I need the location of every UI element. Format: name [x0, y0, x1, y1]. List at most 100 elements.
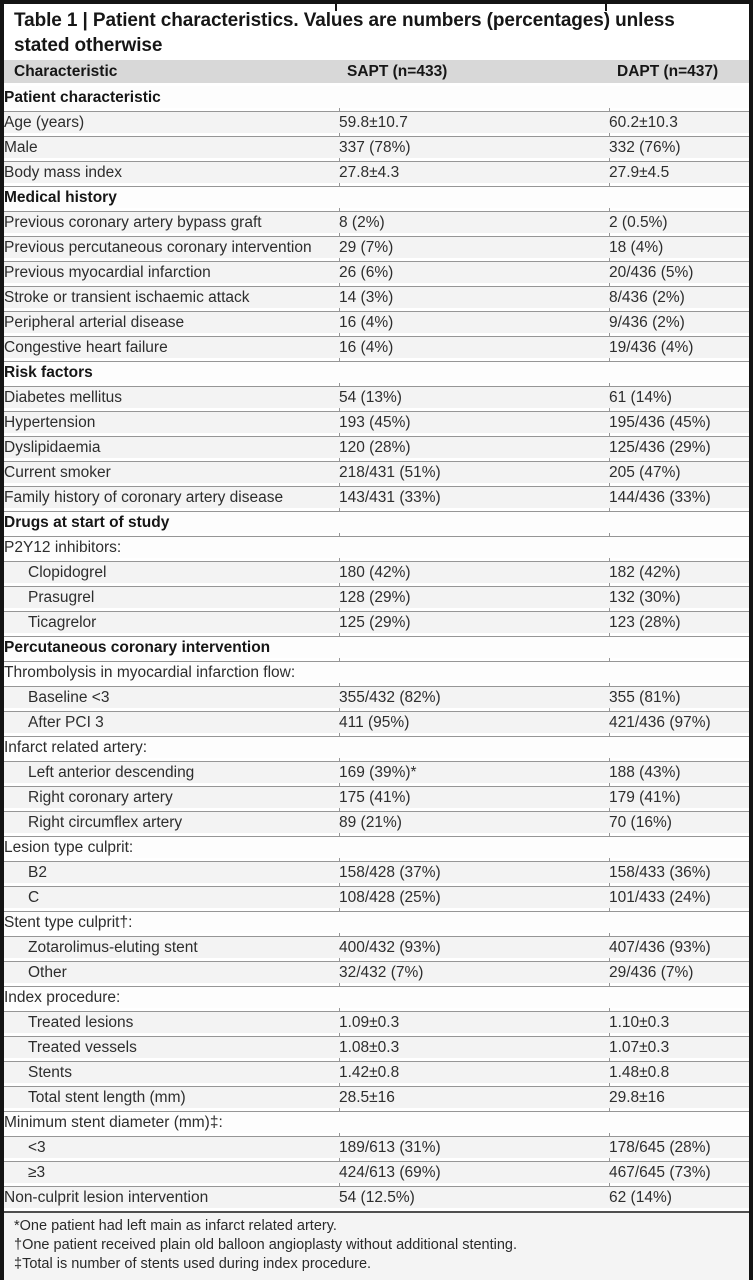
group-label-row: Minimum stent diameter (mm)‡: [4, 1108, 749, 1133]
dapt-value: 123 (28%) [609, 608, 749, 633]
dapt-value: 9/436 (2%) [609, 308, 749, 333]
dapt-value: 29.8±16 [609, 1083, 749, 1108]
column-divider-tick [335, 4, 337, 11]
row-label: Risk factors [4, 361, 339, 383]
group-label-row: Infarct related artery: [4, 733, 749, 758]
row-label: Previous coronary artery bypass graft [4, 211, 339, 233]
dapt-value [609, 358, 749, 383]
row-label: P2Y12 inhibitors: [4, 536, 339, 558]
dapt-value [609, 86, 749, 108]
row-label: Infarct related artery: [4, 736, 339, 758]
table-row: <3 189/613 (31%) 178/645 (28%) [4, 1133, 749, 1158]
sapt-value: 16 (4%) [339, 308, 609, 333]
group-label-row: Lesion type culprit: [4, 833, 749, 858]
table-row: Zotarolimus-eluting stent 400/432 (93%) 40… [4, 933, 749, 958]
sapt-value: 189/613 (31%) [339, 1133, 609, 1158]
dapt-value [609, 183, 749, 208]
column-header-dapt: DAPT (n=437) [617, 62, 719, 80]
dapt-value: 144/436 (33%) [609, 483, 749, 508]
footnote: ‡Total is number of stents used during i… [14, 1256, 372, 1272]
row-label: Clopidogrel [4, 561, 339, 583]
sapt-value: 424/613 (69%) [339, 1158, 609, 1183]
dapt-value: 1.07±0.3 [609, 1033, 749, 1058]
row-label: Total stent length (mm) [4, 1086, 339, 1108]
table-row: Other 32/432 (7%) 29/436 (7%) [4, 958, 749, 983]
table-title: Table 1 | Patient characteristics. Value… [4, 4, 749, 60]
row-label: Stroke or transient ischaemic attack [4, 286, 339, 308]
dapt-value [609, 908, 749, 933]
row-label: Diabetes mellitus [4, 386, 339, 408]
row-label: Thrombolysis in myocardial infarction fl… [4, 661, 339, 683]
column-divider-tick [605, 4, 607, 11]
column-header-row: Characteristic SAPT (n=433) DAPT (n=437) [4, 60, 749, 83]
table-row: Ticagrelor 125 (29%) 123 (28%) [4, 608, 749, 633]
footnote: *One patient had left main as infarct re… [14, 1218, 337, 1234]
row-label: Male [4, 136, 339, 158]
row-label: Baseline <3 [4, 686, 339, 708]
dapt-value: 19/436 (4%) [609, 333, 749, 358]
dapt-value: 18 (4%) [609, 233, 749, 258]
sapt-value [339, 508, 609, 533]
dapt-value [609, 633, 749, 658]
sapt-value: 175 (41%) [339, 783, 609, 808]
dapt-value: 407/436 (93%) [609, 933, 749, 958]
row-label: Stent type culprit†: [4, 911, 339, 933]
footnote: †One patient received plain old balloon … [14, 1237, 518, 1253]
row-label: Left anterior descending [4, 761, 339, 783]
section-header-row: Percutaneous coronary intervention [4, 633, 749, 658]
sapt-value: 8 (2%) [339, 208, 609, 233]
sapt-value: 89 (21%) [339, 808, 609, 833]
table-row: ≥3 424/613 (69%) 467/645 (73%) [4, 1158, 749, 1183]
dapt-value: 179 (41%) [609, 783, 749, 808]
sapt-value: 218/431 (51%) [339, 458, 609, 483]
sapt-value [339, 1108, 609, 1133]
row-label: Ticagrelor [4, 611, 339, 633]
row-label: Previous myocardial infarction [4, 261, 339, 283]
dapt-value: 467/645 (73%) [609, 1158, 749, 1183]
row-label: Age (years) [4, 111, 339, 133]
sapt-value: 158/428 (37%) [339, 858, 609, 883]
table-row: Treated lesions 1.09±0.3 1.10±0.3 [4, 1008, 749, 1033]
dapt-value [609, 508, 749, 533]
dapt-value: 1.10±0.3 [609, 1008, 749, 1033]
row-label: Non-culprit lesion intervention [4, 1186, 339, 1208]
sapt-value: 1.08±0.3 [339, 1033, 609, 1058]
row-label: Previous percutaneous coronary intervent… [4, 236, 339, 258]
dapt-value: 2 (0.5%) [609, 208, 749, 233]
table-row: Non-culprit lesion intervention 54 (12.5%… [4, 1183, 749, 1208]
sapt-value: 128 (29%) [339, 583, 609, 608]
table-row: Congestive heart failure 16 (4%) 19/436 (4… [4, 333, 749, 358]
table-row: Stroke or transient ischaemic attack 14 (… [4, 283, 749, 308]
dapt-value: 125/436 (29%) [609, 433, 749, 458]
sapt-value: 54 (13%) [339, 383, 609, 408]
sapt-value: 180 (42%) [339, 558, 609, 583]
dapt-value: 332 (76%) [609, 133, 749, 158]
dapt-value [609, 733, 749, 758]
table-row: Current smoker 218/431 (51%) 205 (47%) [4, 458, 749, 483]
row-label: After PCI 3 [4, 711, 339, 733]
column-header-characteristic: Characteristic [14, 62, 118, 80]
row-label: Dyslipidaemia [4, 436, 339, 458]
table-row: After PCI 3 411 (95%) 421/436 (97%) [4, 708, 749, 733]
sapt-value: 125 (29%) [339, 608, 609, 633]
sapt-value [339, 733, 609, 758]
dapt-value: 421/436 (97%) [609, 708, 749, 733]
dapt-value [609, 833, 749, 858]
dapt-value: 70 (16%) [609, 808, 749, 833]
row-label: Prasugrel [4, 586, 339, 608]
sapt-value [339, 908, 609, 933]
row-label: Drugs at start of study [4, 511, 339, 533]
sapt-value: 59.8±10.7 [339, 108, 609, 133]
group-label-row: Index procedure: [4, 983, 749, 1008]
dapt-value: 132 (30%) [609, 583, 749, 608]
row-label: Congestive heart failure [4, 336, 339, 358]
sapt-value: 32/432 (7%) [339, 958, 609, 983]
table-row: Previous myocardial infarction 26 (6%) 20/… [4, 258, 749, 283]
sapt-value: 27.8±4.3 [339, 158, 609, 183]
group-label-row: Stent type culprit†: [4, 908, 749, 933]
sapt-value: 28.5±16 [339, 1083, 609, 1108]
dapt-value: 1.48±0.8 [609, 1058, 749, 1083]
dapt-value: 20/436 (5%) [609, 258, 749, 283]
dapt-value: 8/436 (2%) [609, 283, 749, 308]
